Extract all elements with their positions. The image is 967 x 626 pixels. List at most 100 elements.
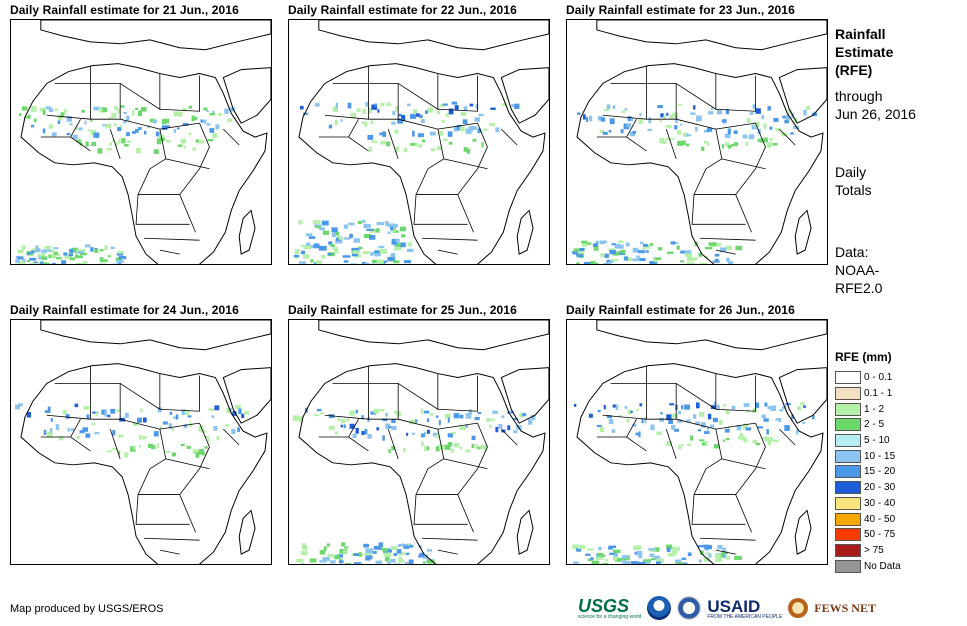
rainfall-patch [194, 116, 198, 121]
rainfall-patch [125, 412, 129, 418]
rainfall-patch [362, 251, 370, 254]
rainfall-patch [779, 409, 784, 412]
rainfall-patch [321, 255, 326, 259]
rainfall-patch [110, 408, 116, 414]
rainfall-map [566, 319, 828, 565]
legend-item: 40 - 50 [835, 511, 901, 527]
panel-title: Daily Rainfall estimate for 24 Jun., 201… [10, 303, 239, 317]
rainfall-patch [237, 427, 241, 432]
country-border [691, 494, 746, 525]
rainfall-patch [195, 452, 200, 458]
rainfall-patch [195, 139, 200, 143]
rainfall-patch [186, 445, 191, 449]
rainfall-patch [645, 250, 649, 253]
rainfall-patch [294, 249, 300, 254]
rainfall-patch [21, 106, 28, 111]
rainfall-patch [412, 432, 415, 435]
rainfall-patch [328, 425, 335, 431]
legend-title: RFE (mm) [835, 350, 892, 364]
rainfall-patch [720, 552, 724, 558]
rainfall-patch [370, 251, 374, 256]
rainfall-patch [126, 115, 130, 122]
rainfall-patch [365, 555, 373, 560]
rainfall-patch [66, 132, 71, 136]
rainfall-patch [75, 255, 84, 259]
rainfall-patch [64, 254, 73, 259]
country-border [693, 168, 756, 195]
rainfall-patch [519, 412, 525, 418]
rainfall-patch [675, 562, 684, 564]
rainfall-patch [333, 231, 340, 236]
rainfall-patch [370, 411, 377, 415]
rainfall-patch [117, 250, 124, 254]
rainfall-patch [698, 411, 705, 417]
rainfall-patch [29, 257, 37, 261]
rainfall-patch [83, 406, 90, 410]
rainfall-patch [204, 446, 208, 449]
rainfall-patch [40, 261, 44, 264]
rainfall-map [288, 319, 550, 565]
rainfall-patch [327, 253, 332, 256]
rainfall-patch [767, 406, 771, 410]
rainfall-patch [337, 554, 343, 558]
rainfall-patch [67, 427, 70, 432]
rainfall-patch [150, 445, 156, 450]
rainfall-patch [349, 233, 353, 239]
rainfall-patch [124, 144, 129, 147]
rainfall-patch [423, 410, 430, 414]
rainfall-patch [76, 249, 82, 253]
rainfall-patch [385, 412, 388, 417]
rainfall-patch [438, 419, 441, 426]
rainfall-patch [422, 561, 427, 564]
rainfall-patch [623, 123, 630, 130]
rainfall-patch [358, 246, 363, 250]
rainfall-patch [678, 444, 682, 450]
rainfall-patch [363, 223, 371, 229]
credit-text: Map produced by USGS/EROS [10, 603, 164, 615]
rainfall-patch [330, 244, 335, 247]
usgs-logo: USGS science for a changing world [578, 596, 641, 620]
rainfall-patch [655, 257, 661, 260]
rainfall-patch [376, 427, 380, 431]
rainfall-patch [706, 141, 710, 147]
rainfall-patch [444, 413, 451, 419]
rainfall-patch [763, 123, 767, 129]
rainfall-patch [330, 560, 336, 564]
rainfall-patch [298, 416, 303, 423]
rainfall-patch [742, 423, 749, 430]
rainfall-patch [198, 140, 205, 144]
rainfall-patch [208, 408, 215, 411]
rainfall-patch [315, 225, 321, 229]
rainfall-patch [45, 106, 52, 110]
africa-coastline [576, 63, 824, 264]
rainfall-patch [27, 114, 31, 119]
rainfall-patch [313, 414, 319, 417]
noaa-logo-icon [647, 596, 672, 620]
rainfall-patch [648, 548, 656, 551]
country-border [70, 118, 81, 138]
rainfall-patch [15, 404, 21, 410]
rainfall-patch [641, 418, 644, 424]
rainfall-patch [618, 414, 622, 417]
legend-swatch [835, 496, 861, 510]
rainfall-patch [459, 446, 462, 450]
rainfall-patch [613, 549, 621, 554]
rainfall-patch [475, 104, 479, 109]
country-border [699, 237, 756, 241]
rainfall-patch [51, 254, 57, 258]
rainfall-patch [342, 550, 348, 553]
rainfall-patch [712, 260, 720, 263]
rainfall-patch [706, 426, 709, 431]
arabia-outline [222, 367, 271, 424]
rainfall-patch [705, 552, 710, 555]
rainfall-patch [342, 255, 351, 258]
rainfall-patch [341, 542, 346, 547]
rainfall-patch [803, 405, 806, 408]
rainfall-patch [153, 431, 159, 437]
rainfall-patch [191, 115, 195, 122]
rainfall-patch [438, 444, 445, 450]
rainfall-patch [639, 112, 642, 117]
rainfall-patch [93, 132, 100, 138]
rainfall-patch [435, 446, 440, 452]
rainfall-patch [395, 106, 399, 112]
